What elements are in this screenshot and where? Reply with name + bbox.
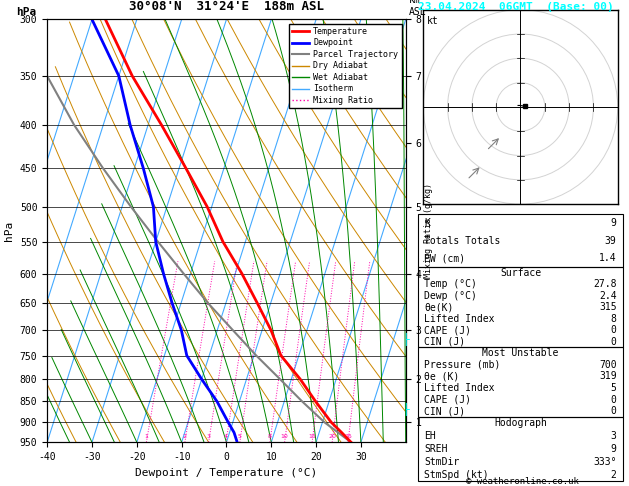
Text: CAPE (J): CAPE (J) <box>425 395 471 405</box>
Text: θe(K): θe(K) <box>425 302 454 312</box>
Text: 9: 9 <box>611 444 616 454</box>
Text: Pressure (mb): Pressure (mb) <box>425 360 501 370</box>
Text: Lifted Index: Lifted Index <box>425 383 495 393</box>
Text: ├: ├ <box>402 333 409 346</box>
Text: K: K <box>425 218 430 228</box>
Text: 15: 15 <box>308 434 316 438</box>
Text: 319: 319 <box>599 371 616 382</box>
Text: hPa: hPa <box>16 7 36 17</box>
Text: Surface: Surface <box>500 268 541 278</box>
Text: StmDir: StmDir <box>425 457 460 467</box>
X-axis label: Dewpoint / Temperature (°C): Dewpoint / Temperature (°C) <box>135 468 318 478</box>
Text: Dewp (°C): Dewp (°C) <box>425 291 477 301</box>
Text: 8: 8 <box>611 314 616 324</box>
Text: 39: 39 <box>605 236 616 245</box>
Y-axis label: Mixing Ratio (g/kg): Mixing Ratio (g/kg) <box>424 183 433 278</box>
Text: Totals Totals: Totals Totals <box>425 236 501 245</box>
Bar <box>418 347 623 417</box>
Text: kt: kt <box>427 16 439 26</box>
Text: 5: 5 <box>238 434 242 438</box>
Text: 315: 315 <box>599 302 616 312</box>
Text: Most Unstable: Most Unstable <box>482 348 559 358</box>
Text: 30°08'N  31°24'E  188m ASL: 30°08'N 31°24'E 188m ASL <box>129 0 324 13</box>
Text: Hodograph: Hodograph <box>494 418 547 428</box>
Text: 700: 700 <box>599 360 616 370</box>
Text: km
ASL: km ASL <box>409 0 426 17</box>
Text: θe (K): θe (K) <box>425 371 460 382</box>
Text: ├: ├ <box>402 402 409 416</box>
Text: 1.4: 1.4 <box>599 253 616 263</box>
Text: PW (cm): PW (cm) <box>425 253 465 263</box>
Text: 0: 0 <box>611 337 616 347</box>
Text: 20: 20 <box>328 434 336 438</box>
Text: 2.4: 2.4 <box>599 291 616 301</box>
Text: CIN (J): CIN (J) <box>425 337 465 347</box>
Text: 1: 1 <box>145 434 148 438</box>
Text: 0: 0 <box>611 325 616 335</box>
Text: SREH: SREH <box>425 444 448 454</box>
Text: 333°: 333° <box>593 457 616 467</box>
Text: 0: 0 <box>611 406 616 416</box>
Text: 2: 2 <box>611 470 616 480</box>
Text: 5: 5 <box>611 383 616 393</box>
Bar <box>418 417 623 481</box>
Text: 9: 9 <box>611 218 616 228</box>
Text: Temp (°C): Temp (°C) <box>425 279 477 290</box>
Text: 0: 0 <box>611 395 616 405</box>
Text: Lifted Index: Lifted Index <box>425 314 495 324</box>
Text: 4: 4 <box>224 434 228 438</box>
Text: CAPE (J): CAPE (J) <box>425 325 471 335</box>
Text: 10: 10 <box>281 434 289 438</box>
Text: 8: 8 <box>268 434 272 438</box>
Text: 25: 25 <box>344 434 352 438</box>
Bar <box>418 214 623 267</box>
Text: StmSpd (kt): StmSpd (kt) <box>425 470 489 480</box>
Text: 3: 3 <box>207 434 211 438</box>
Text: EH: EH <box>425 431 436 441</box>
Text: © weatheronline.co.uk: © weatheronline.co.uk <box>465 477 579 486</box>
Text: 27.8: 27.8 <box>593 279 616 290</box>
Y-axis label: hPa: hPa <box>4 221 14 241</box>
Text: 2: 2 <box>183 434 187 438</box>
Text: CIN (J): CIN (J) <box>425 406 465 416</box>
Text: 23.04.2024  06GMT  (Base: 00): 23.04.2024 06GMT (Base: 00) <box>418 2 614 12</box>
Text: 3: 3 <box>611 431 616 441</box>
Legend: Temperature, Dewpoint, Parcel Trajectory, Dry Adiabat, Wet Adiabat, Isotherm, Mi: Temperature, Dewpoint, Parcel Trajectory… <box>289 24 401 108</box>
Bar <box>418 267 623 347</box>
